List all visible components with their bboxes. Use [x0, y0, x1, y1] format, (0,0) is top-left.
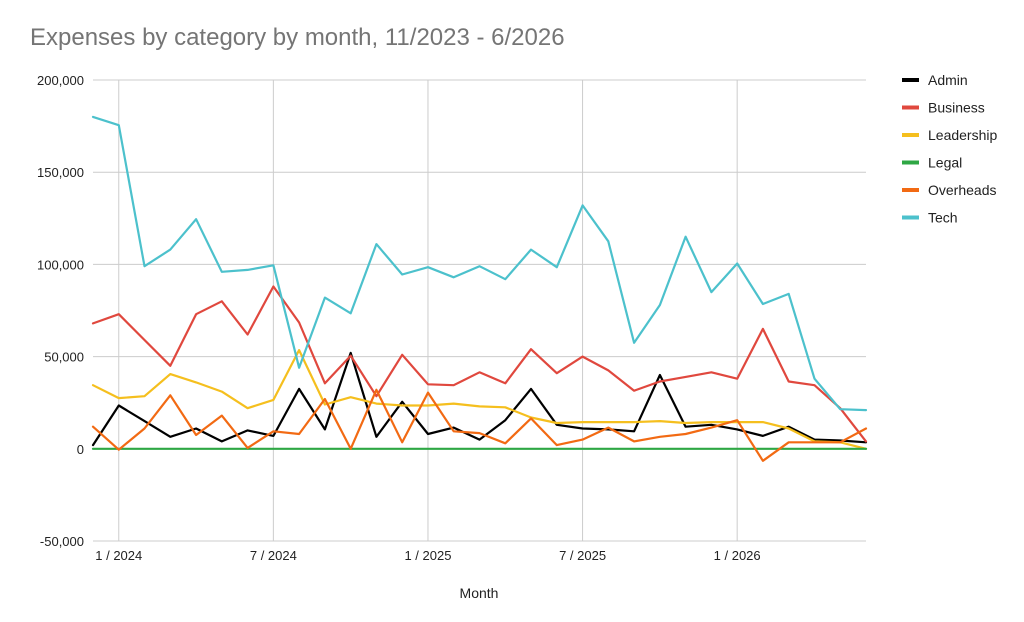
grid — [93, 79, 866, 542]
legend-label-legal: Legal — [928, 155, 962, 171]
legend-label-business: Business — [928, 100, 985, 116]
x-tick-label: 7 / 2024 — [250, 548, 297, 563]
legend: Admin Business Leadership Legal Overheads Tec… — [902, 72, 997, 226]
y-tick-label: 100,000 — [37, 257, 84, 272]
x-tick-label: 1 / 2025 — [404, 548, 451, 563]
y-axis-ticks: -50,000 0 50,000 100,000 150,000 200,000 — [37, 73, 84, 549]
y-tick-label: -50,000 — [40, 534, 84, 549]
series-line-overheads — [91, 388, 868, 462]
series-lines — [91, 115, 868, 462]
y-tick-label: 0 — [77, 442, 84, 457]
x-tick-label: 1 / 2024 — [95, 548, 142, 563]
series-line-tech — [91, 115, 868, 412]
y-tick-label: 50,000 — [44, 350, 84, 365]
x-axis-ticks: 1 / 2024 7 / 2024 1 / 2025 7 / 2025 1 / 2026 — [95, 548, 760, 563]
series-line-admin — [91, 351, 868, 447]
series-line-business — [91, 285, 868, 443]
x-tick-label: 7 / 2025 — [559, 548, 606, 563]
chart-title: Expenses by category by month, 11/2023 -… — [30, 24, 565, 51]
legend-label-admin: Admin — [928, 72, 968, 88]
legend-label-tech: Tech — [928, 210, 958, 226]
y-tick-label: 150,000 — [37, 165, 84, 180]
legend-label-leadership: Leadership — [928, 127, 997, 143]
legend-label-overheads: Overheads — [928, 182, 996, 198]
y-tick-label: 200,000 — [37, 73, 84, 88]
x-axis-title: Month — [460, 585, 499, 601]
x-tick-label: 1 / 2026 — [714, 548, 761, 563]
